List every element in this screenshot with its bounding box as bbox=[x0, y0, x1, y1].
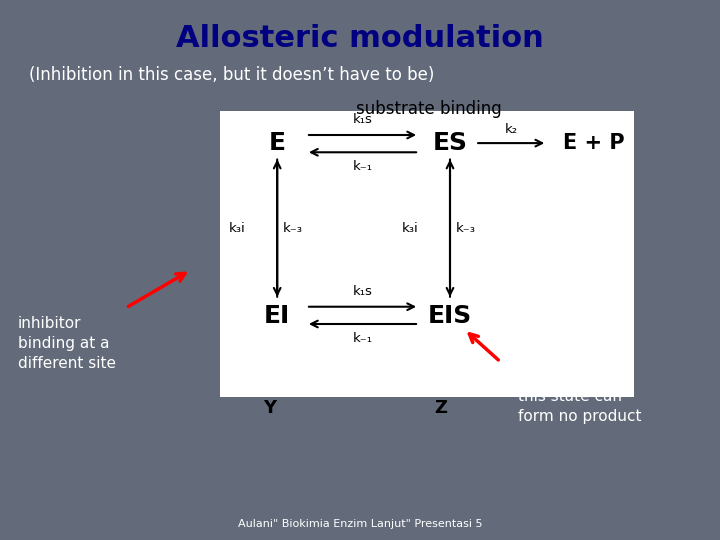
Text: E: E bbox=[269, 131, 286, 155]
Text: Allosteric modulation: Allosteric modulation bbox=[176, 24, 544, 53]
Text: k₋₃: k₋₃ bbox=[283, 221, 303, 235]
Text: ES: ES bbox=[433, 131, 467, 155]
Text: k₋₃: k₋₃ bbox=[456, 221, 476, 235]
Text: EI: EI bbox=[264, 304, 290, 328]
Text: k₋₁: k₋₁ bbox=[353, 160, 372, 173]
Text: Aulani" Biokimia Enzim Lanjut" Presentasi 5: Aulani" Biokimia Enzim Lanjut" Presentas… bbox=[238, 519, 482, 529]
Text: k₃i: k₃i bbox=[229, 221, 246, 235]
Text: k₋₁: k₋₁ bbox=[353, 332, 372, 345]
Text: EIS: EIS bbox=[428, 304, 472, 328]
Text: (Inhibition in this case, but it doesn’t have to be): (Inhibition in this case, but it doesn’t… bbox=[29, 66, 434, 84]
Text: this state can
form no product: this state can form no product bbox=[518, 389, 642, 423]
Text: E + P: E + P bbox=[563, 133, 625, 153]
Text: inhibitor
binding at a
different site: inhibitor binding at a different site bbox=[18, 316, 116, 370]
Text: Y: Y bbox=[264, 399, 276, 417]
Text: k₃i: k₃i bbox=[402, 221, 419, 235]
Bar bbox=[220, 111, 634, 397]
Text: k₂: k₂ bbox=[505, 123, 518, 136]
Text: k₁s: k₁s bbox=[353, 285, 372, 298]
Text: substrate binding: substrate binding bbox=[356, 100, 501, 118]
Text: k₁s: k₁s bbox=[353, 113, 372, 126]
Text: Z: Z bbox=[434, 399, 447, 417]
